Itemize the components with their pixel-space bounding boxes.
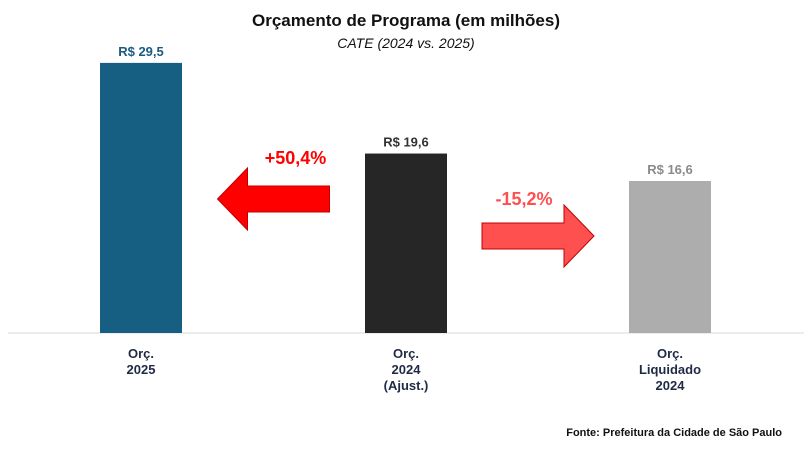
change-arrows: +50,4% -15,2% — [216, 148, 595, 269]
category-label: Orç. — [393, 346, 419, 361]
category-label: (Ajust.) — [384, 378, 429, 393]
arrow-right-icon — [481, 203, 595, 269]
category-label: Liquidado — [639, 362, 701, 377]
category-label: Orç. — [657, 346, 683, 361]
category-label: 2024 — [656, 378, 686, 393]
arrow-left-icon — [216, 166, 330, 232]
chart-subtitle: CATE (2024 vs. 2025) — [337, 35, 474, 51]
data-label: R$ 16,6 — [647, 162, 693, 177]
bar — [365, 153, 447, 333]
change-label: +50,4% — [265, 148, 327, 168]
bar — [100, 62, 182, 333]
category-label: 2025 — [127, 362, 156, 377]
chart-title: Orçamento de Programa (em milhões) — [252, 11, 560, 30]
change-label: -15,2% — [495, 189, 552, 209]
bar — [629, 181, 711, 333]
category-label: Orç. — [128, 346, 154, 361]
data-label: R$ 29,5 — [118, 44, 164, 59]
source-note: Fonte: Prefeitura da Cidade de São Paulo — [566, 427, 782, 439]
data-label: R$ 19,6 — [383, 135, 429, 150]
category-label: 2024 — [392, 362, 422, 377]
